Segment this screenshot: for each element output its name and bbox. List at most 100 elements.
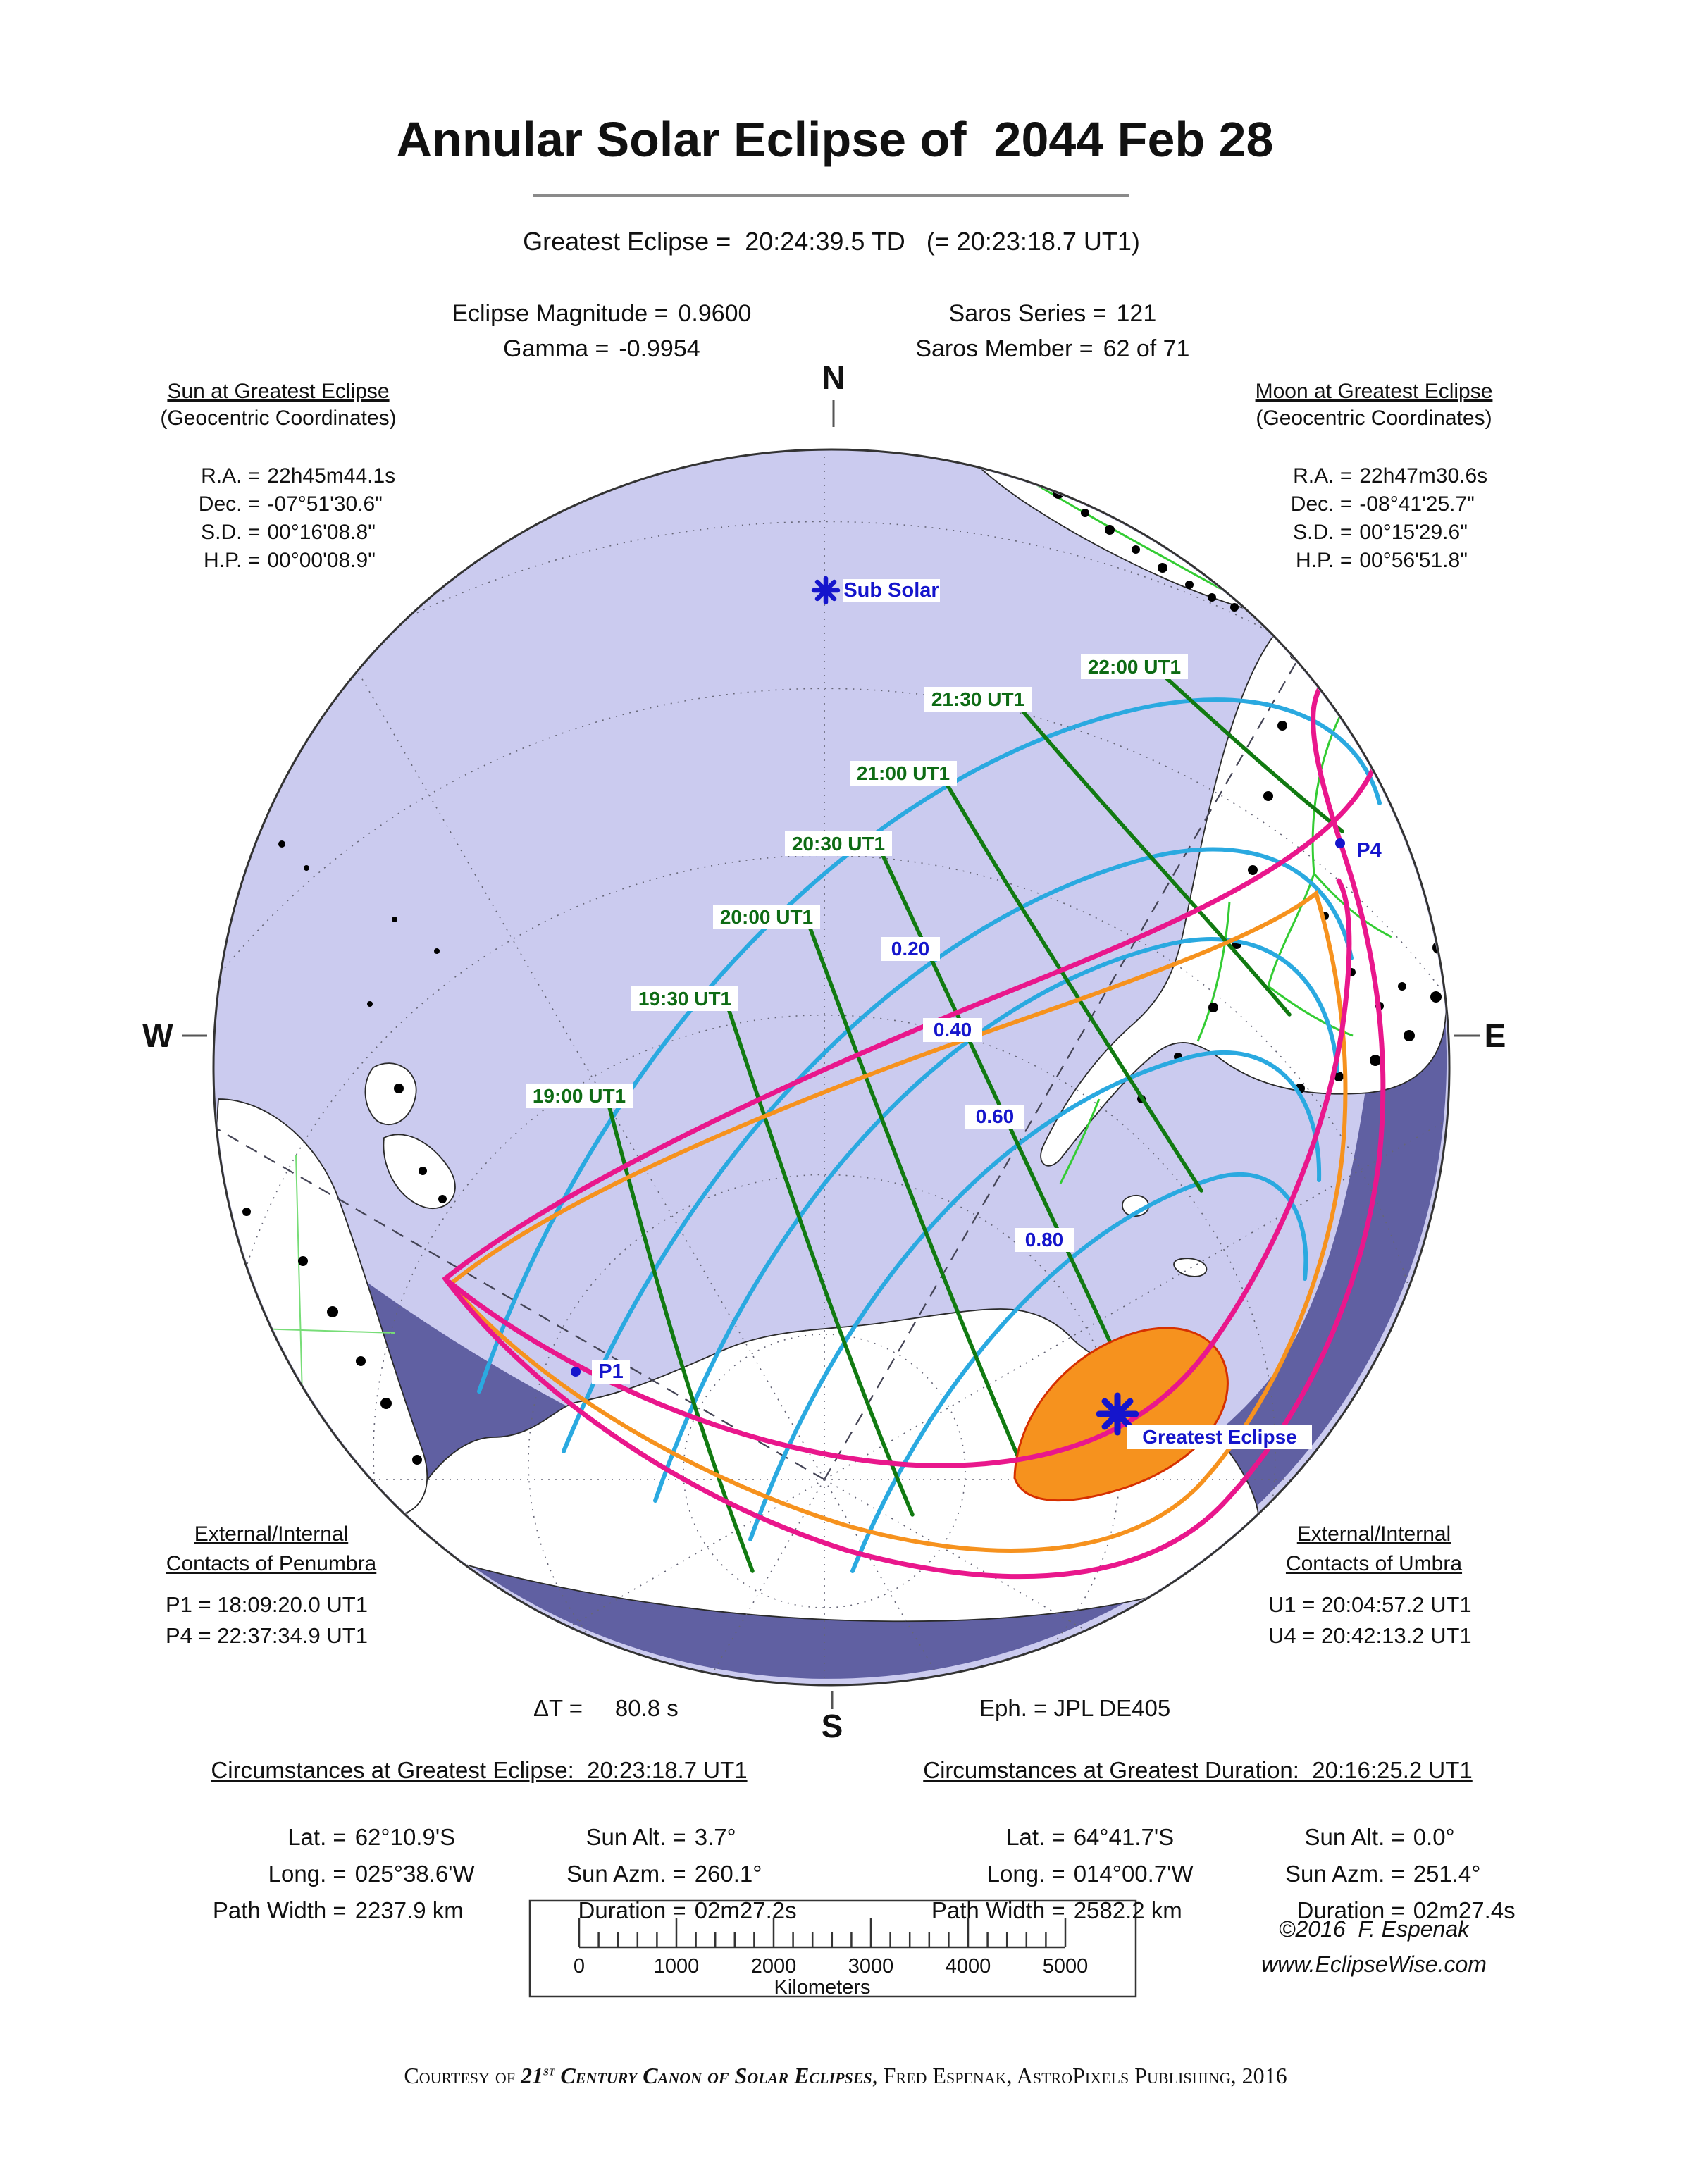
moon-hp-label: H.P. = [1296,548,1353,572]
meridian-line [215,809,825,1480]
land-new-zealand-north [364,1062,417,1126]
time-label-box [785,831,892,856]
city-dot [1025,469,1035,478]
footer-work-rest: Century Canon of Solar Eclipses [555,2063,872,2088]
time-label-2130: 21:30 UT1 [931,688,1024,710]
city-dot [278,840,285,848]
city-dot [1185,581,1194,589]
sun-ra-row: R.A. = 22h45m44.1s [169,442,395,509]
gd-pathwidth-label: Path Width = [931,1897,1065,1923]
p4-point [1335,838,1345,848]
city-dot [1081,509,1089,517]
magnitude-curve-040 [653,937,1339,1503]
time-label-1900: 19:00 UT1 [533,1085,626,1107]
moon-dec-value: -08°41'25.7" [1359,492,1475,516]
eclipse-magnitude-label: Eclipse Magnitude = [452,299,669,327]
gamma-label: Gamma = [503,335,609,362]
time-curve-2100 [946,783,1203,1193]
title-underline [533,194,1129,197]
sun-dec-row: Dec. = -07°51'30.6" [169,471,383,538]
city-dot [1370,1055,1381,1066]
ephemeris: Eph. = JPL DE405 [979,1695,1171,1721]
time-label-2000: 20:00 UT1 [720,906,813,928]
umbra-u1-row: U1 = 20:04:57.2 UT1 [1268,1592,1472,1617]
moon-sd-row: S.D. = 00°15'29.6" [1261,499,1468,566]
circumstances-duration-row2: Long. = 014°00.7'W Sun Azm. = 251.4° [881,1837,1481,1911]
ge-sunazm-value: 260.1° [694,1860,762,1887]
ge-sunalt-label: Sun Alt. = [586,1823,686,1850]
magnitude-curve-020 [562,847,1354,1453]
city-dot [1263,791,1273,801]
sun-block-title: Sun at Greatest Eclipse [167,380,390,403]
city-dot [1426,889,1437,900]
penumbra-limit-curve [442,667,1386,1580]
footer-work-num: 21 [521,2063,544,2088]
gd-sunalt-label: Sun Alt. = [1304,1823,1405,1850]
sunset-sunrise-curve [447,889,1348,1553]
city-dot [1334,1072,1344,1081]
copyright-line: ©2016 F. Espenak [1278,1916,1470,1942]
city-dot [1208,1003,1218,1012]
time-curve-2000 [808,926,1022,1464]
ge-sunazm-label: Sun Azm. = [566,1860,686,1887]
scale-unit-label: Kilometers [774,1976,871,1999]
gd-duration-value: 02m27.4s [1413,1897,1516,1923]
circumstances-eclipse-row3: Path Width = 2237.9 km Duration = 02m27.2s [162,1874,797,1947]
border-patagonia [1059,1098,1101,1184]
city-dot [392,917,397,922]
sun-ra-label: R.A. = [201,464,261,488]
city-dot [356,1356,366,1366]
compass-west: W [142,1017,173,1054]
penumbra-contacts-title1: External/Internal [194,1522,349,1546]
city-dot [327,1306,338,1317]
gd-duration-label: Duration = [1296,1897,1405,1923]
city-dot [298,1256,308,1266]
circumstances-eclipse-row2: Long. = 025°38.6'W Sun Azm. = 260.1° [162,1837,762,1911]
city-dot [412,1455,422,1465]
time-curve-2130 [1021,709,1292,1017]
scale-tick-0: 0 [574,1955,585,1978]
moon-ra-label: R.A. = [1293,464,1353,488]
p1-label: P1 [598,1360,623,1383]
scale-tick-3000: 3000 [848,1955,894,1978]
moon-ra-value: 22h47m30.6s [1359,464,1488,488]
land-south-georgia [1173,1258,1208,1277]
meridian-line [215,451,825,1480]
time-label-box [526,1084,633,1108]
city-dot [1398,982,1406,991]
sun-dec-value: -07°51'30.6" [267,492,383,516]
saros-series-label: Saros Series = [948,299,1107,327]
city-dot [438,1195,447,1203]
sub-solar-label-box [843,579,940,602]
ge-lat-label: Lat. = [287,1823,347,1850]
compass-south: S [822,1708,843,1744]
circumstances-duration-row1: Lat. = 64°41.7'S Sun Alt. = 0.0° [881,1801,1455,1874]
eclipse-magnitude: Eclipse Magnitude = 0.9600 [426,276,751,352]
saros-member-label: Saros Member = [915,335,1094,362]
city-dot [1404,1030,1415,1041]
p4-label-box [1350,838,1388,862]
gd-sunalt-value: 0.0° [1413,1823,1455,1850]
umbra-contacts-title2: Contacts of Umbra [1285,1552,1463,1575]
penumbra-p1-row: P1 = 18:09:20.0 UT1 [166,1592,368,1617]
time-label-box [924,687,1032,712]
time-label-2030: 20:30 UT1 [792,833,885,855]
sun-block-subtitle: (Geocentric Coordinates) [160,407,397,430]
scale-tick-2000: 2000 [751,1955,797,1978]
magnitude-label-box [881,937,940,961]
gd-lat-value: 64°41.7'S [1073,1823,1175,1850]
border-brazil-west [1267,711,1344,987]
sun-hp-label: H.P. = [204,548,261,572]
magnitude-label-box [923,1018,982,1042]
time-label-box [631,986,738,1011]
moon-dec-label: Dec. = [1290,492,1353,516]
city-dot [1208,593,1216,602]
scale-tick-5000: 5000 [1043,1955,1089,1978]
gd-long-value: 014°00.7'W [1073,1860,1194,1887]
moon-block-subtitle: (Geocentric Coordinates) [1256,407,1492,430]
city-dot [1248,865,1258,875]
sun-ra-value: 22h45m44.1s [267,464,396,488]
magnitude-label-080: 0.80 [1025,1229,1064,1251]
scale-tick-4000: 4000 [946,1955,991,1978]
